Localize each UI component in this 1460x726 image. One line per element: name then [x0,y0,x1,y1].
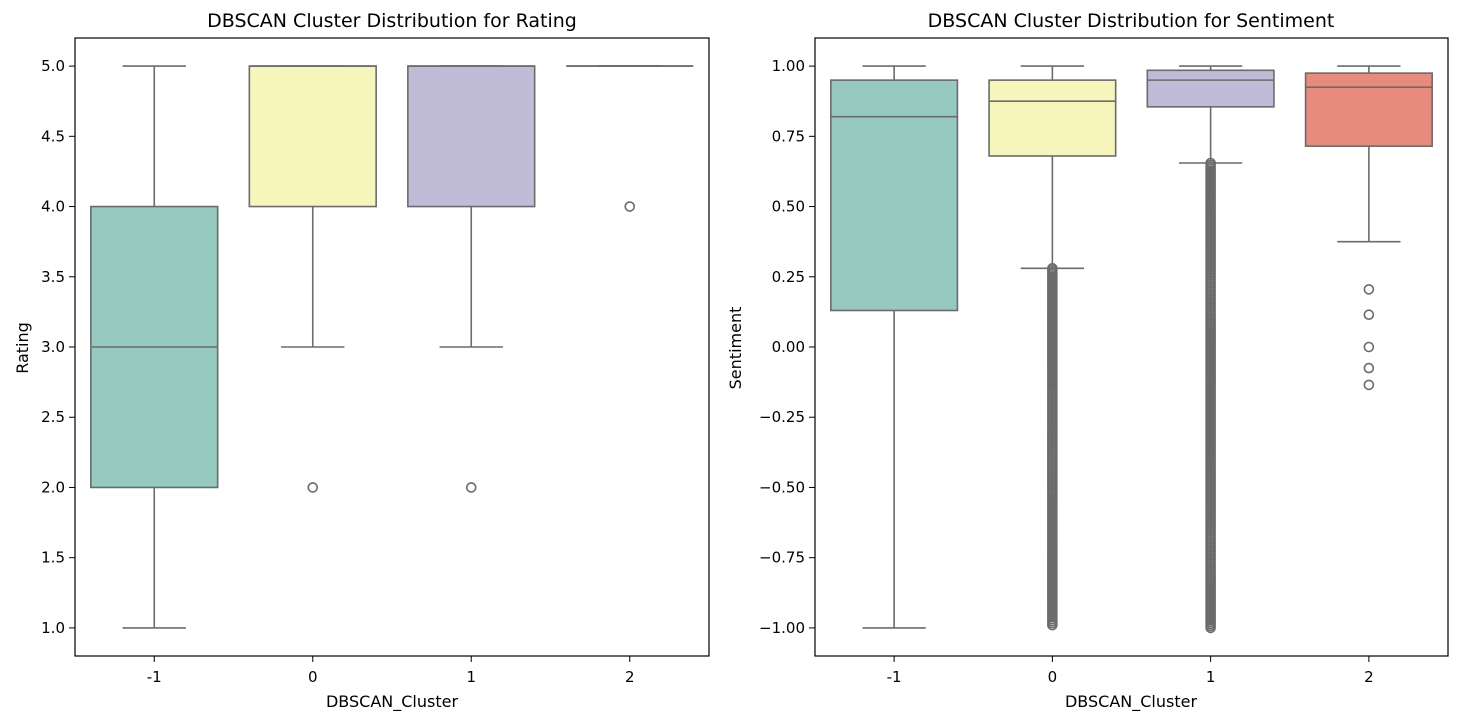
axes-frame [74,37,710,657]
y-tick-label: 0.50 [772,198,805,216]
y-tick-label: 0.25 [772,268,805,286]
x-axis-label-rating: DBSCAN_Cluster [326,692,458,712]
outlier-point [1047,619,1058,631]
y-tick-label: 1.5 [41,549,65,567]
y-tick-label: 4.5 [41,127,65,145]
y-axis-label-sentiment: Sentiment [726,307,745,390]
axes-frame [814,37,1449,657]
y-tick-label: 0.00 [772,338,805,356]
y-tick-label: 1.00 [772,57,805,75]
y-tick-label: 2.5 [41,408,65,426]
x-tick-label: 2 [625,668,635,686]
x-tick-label: 1 [466,668,476,686]
y-tick-label: 5.0 [41,57,65,75]
y-tick-label: 1.0 [41,619,65,637]
y-tick-label: 0.75 [772,127,805,145]
x-axis-label-sentiment: DBSCAN_Cluster [1065,692,1197,712]
y-tick-label: −1.00 [759,619,805,637]
box-2 [1304,72,1433,147]
y-tick-label: 3.0 [41,338,65,356]
outlier-point [1363,379,1375,391]
rating-plot-area: 1.0 1.5 2.0 2.5 3.0 3.5 4.0 4.5 5.0 -1 0 1 2 [41,37,710,686]
outlier-point [1363,362,1375,374]
x-tick-label: 0 [308,668,318,686]
box-1 [1146,69,1275,108]
y-tick-label: −0.75 [759,549,805,567]
x-tick-label: -1 [147,668,162,686]
y-tick-label: 3.5 [41,268,65,286]
outlier-point [307,482,319,493]
box--1 [830,79,959,312]
box-0 [248,65,377,208]
y-tick-label: −0.25 [759,408,805,426]
outlier-point [1363,341,1375,353]
outlier-point [1363,309,1375,320]
x-tick-label: 2 [1364,668,1374,686]
sentiment-boxplot-panel: DBSCAN Cluster Distribution for Sentimen… [726,10,1449,712]
x-tick-label: -1 [887,668,902,686]
y-tick-label: −0.50 [759,478,805,496]
x-tick-label: 0 [1048,668,1058,686]
rating-boxplot-panel: DBSCAN Cluster Distribution for Rating D… [13,10,710,712]
chart-title-sentiment: DBSCAN Cluster Distribution for Sentimen… [928,10,1335,32]
outlier-point [624,201,636,212]
y-tick-label: 2.0 [41,478,65,496]
outlier-point [1363,284,1375,295]
y-tick-label: 4.0 [41,198,65,216]
outlier-point [465,482,477,493]
box-1 [407,65,536,208]
y-axis-label-rating: Rating [13,322,32,374]
x-tick-label: 1 [1206,668,1216,686]
chart-title-rating: DBSCAN Cluster Distribution for Rating [207,10,577,32]
sentiment-plot-area: −1.00 −0.75 −0.50 −0.25 0.00 0.25 0.50 0.75 1.00… [759,37,1449,686]
outlier-point [1205,622,1216,634]
box-0 [988,79,1117,157]
